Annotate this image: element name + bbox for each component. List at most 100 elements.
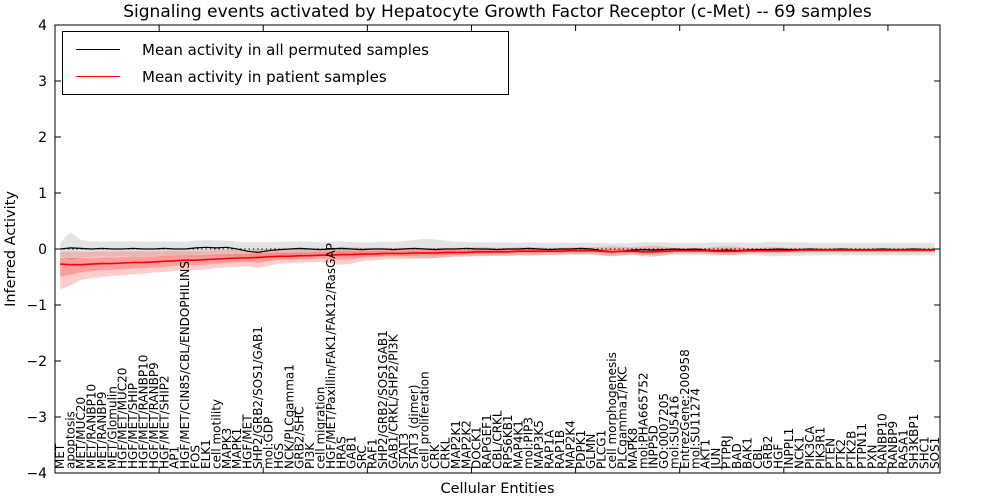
entity-label: HGF/MET/RANBP10 (137, 355, 151, 469)
entity-label: MET (53, 443, 67, 469)
entity-label: RANBP10 (876, 413, 890, 469)
legend-label-patient: Mean activity in patient samples (142, 67, 387, 86)
entity-label: FOS (189, 445, 203, 469)
entity-label: RANBP9 (886, 421, 900, 469)
entity-label: MAPK3 (220, 428, 234, 469)
entity-label: CRKL (438, 437, 452, 469)
entity-label: HGF (772, 444, 786, 469)
entity-label: PLCG1 (595, 430, 609, 469)
entity-label: mol:PIP3 (522, 417, 536, 469)
entity-label: SH3KBP1 (907, 414, 921, 469)
entity-label: GRB2 (761, 435, 775, 469)
chart-title: Signaling events activated by Hepatocyte… (123, 2, 872, 22)
y-tick-label: 2 (38, 130, 47, 146)
entity-label: DOCK1 (470, 426, 484, 469)
entity-label: MAP2K2 (459, 420, 473, 469)
entity-label: cell motility (209, 399, 223, 469)
entity-label: MAP4K1 (511, 420, 525, 469)
entity-label: SOS1 (928, 437, 942, 469)
patient-mean-line (60, 249, 935, 266)
entity-label: MAP2K4 (563, 420, 577, 469)
y-tick-label: −1 (26, 298, 47, 314)
entity-label: JUN (709, 448, 723, 470)
entity-label: PTPRJ (720, 435, 734, 469)
entity-label: cell proliferation (418, 371, 432, 469)
entity-label: cell migration (314, 387, 328, 469)
entity-label: EntrezGene:200958 (678, 349, 692, 469)
legend-item-permuted: Mean activity in all permuted samples (63, 37, 508, 63)
entity-label: MAP3K5 (532, 420, 546, 469)
entity-label: INPPL1 (782, 428, 796, 469)
entity-label: MET/Glomulin (105, 386, 119, 469)
entity-label: HGF/MET/SHIP (126, 383, 140, 469)
entity-label: RAPGEF1 (480, 414, 494, 469)
entity-label: HGF/MET/CIN85/CBL/ENDOPHILINS (178, 261, 192, 469)
entity-label: HGF/MET (241, 414, 255, 469)
entity-label: MAP2K1 (449, 420, 463, 469)
entity-label: cell morphogenesis (605, 352, 619, 469)
entity-label: SHP2/GRB2/SOS1/GAB1 (251, 326, 265, 469)
entity-label: RPS6KB1 (501, 414, 515, 469)
entity-label: INPP5D (647, 425, 661, 469)
entity-label: mol:SU5416 (668, 396, 682, 469)
entity-label: PTK2B (845, 431, 859, 469)
y-tick-label: 3 (38, 74, 47, 90)
entity-label: RAP1A (543, 429, 557, 469)
entity-label: MAPK8 (626, 428, 640, 469)
entity-label: HGF/MET/MUC20 (116, 368, 130, 469)
entity-label: mol:SU11274 (688, 388, 702, 469)
permuted-confidence-band (60, 232, 935, 261)
entity-label: CBL/CRKL (491, 410, 505, 469)
entity-label: NCK1 (792, 436, 806, 469)
entity-label: HGF/MET/Paxillin/FAK1/FAK12/RasGAP (324, 243, 338, 469)
permuted-mean-line (60, 246, 935, 254)
entity-label: HGF/MET/RANBP9 (147, 362, 161, 469)
entity-label: STAT3 (dimer) (407, 385, 421, 469)
y-tick-label: 4 (38, 18, 47, 34)
y-tick-label: 0 (38, 242, 47, 258)
entity-label: PTK2 (834, 439, 848, 469)
entity-label: PTEN (824, 438, 838, 469)
entity-label: GRB2/SHC (293, 406, 307, 469)
entity-label: mol:PHA665752 (636, 372, 650, 469)
entity-label: BAD (730, 443, 744, 469)
entity-label: AP1 (168, 446, 182, 469)
entity-label: CRK (428, 443, 442, 469)
entity-label: PIK3CA (803, 425, 817, 469)
entity-label: GAB1/CRKL/SHP2/PI3K (386, 333, 400, 469)
entity-label: HGF/MET/SHIP2 (157, 375, 171, 469)
entity-label: PI3K (303, 442, 317, 469)
entity-label: STAT3 (397, 433, 411, 469)
entity-label: SHC1 (917, 436, 931, 469)
y-tick-label: −3 (26, 410, 47, 426)
entity-label: PTPN11 (855, 423, 869, 469)
entity-label: PLCgamma1/PKC (615, 366, 629, 469)
entity-label: MET/MUC20 (74, 397, 88, 469)
legend-label-permuted: Mean activity in all permuted samples (142, 40, 429, 59)
entity-label: GAB1 (345, 436, 359, 469)
entity-label: MAPK1 (230, 428, 244, 469)
entity-label: PDPK1 (574, 430, 588, 469)
entity-label: ELK1 (199, 439, 213, 469)
entity-label: PXN (865, 445, 879, 469)
entity-label: MET/RANBP10 (84, 384, 98, 469)
entity-label: CBL (751, 445, 765, 469)
entity-label: PIK3R1 (813, 427, 827, 469)
entity-label: SHP2/GRB2/SOS1GAB1 (376, 330, 390, 469)
x-axis-label: Cellular Entities (440, 481, 555, 497)
entity-label: RAP1B (553, 430, 567, 469)
entity-label: GO:0007205 (657, 393, 671, 469)
entity-label: NCK/PLCgamma1 (282, 364, 296, 469)
entity-label: apoptosis (64, 411, 78, 469)
entity-label: RAF1 (366, 438, 380, 469)
y-tick-label: 1 (38, 186, 47, 202)
entity-label: BAK1 (740, 437, 754, 469)
entity-label: HRAS (334, 436, 348, 469)
entity-label: SRC (355, 445, 369, 469)
y-tick-label: −4 (26, 466, 47, 482)
y-tick-label: −2 (26, 354, 47, 370)
entity-label: AKT1 (699, 439, 713, 469)
legend-item-patient: Mean activity in patient samples (63, 64, 508, 90)
